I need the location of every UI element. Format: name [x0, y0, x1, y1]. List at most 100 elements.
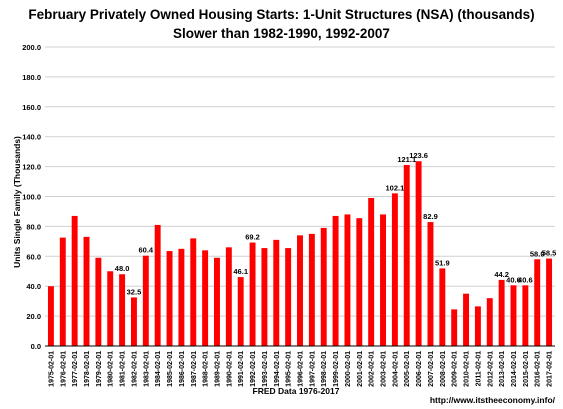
x-tick-label: 1989-02-01 [214, 351, 221, 387]
bar-1989-02-01 [214, 257, 220, 346]
data-label: 58.5 [542, 249, 557, 258]
x-tick-label: 1983-02-01 [143, 351, 150, 387]
bar-2003-02-01 [380, 214, 386, 346]
x-tick-label: 1993-02-01 [262, 351, 269, 387]
data-label: 40.6 [506, 275, 521, 284]
bar-1987-02-01 [190, 238, 197, 346]
data-label: 58.0 [530, 249, 545, 258]
bar-1993-02-01 [261, 248, 268, 346]
x-tick-label: 1991-02-01 [238, 351, 245, 387]
x-tick-label: 2003-02-01 [381, 351, 388, 387]
x-tick-label: 1992-02-01 [250, 351, 257, 387]
data-label: 121.1 [397, 155, 416, 164]
x-tick-label: 1990-02-01 [226, 351, 233, 387]
data-label: 69.2 [245, 233, 260, 242]
x-tick-label: 2007-02-01 [428, 351, 435, 387]
bar-1977-02-01 [71, 215, 78, 346]
bar-2012-02-01 [486, 298, 493, 346]
x-tick-label: 1980-02-01 [108, 351, 115, 387]
bar-1991-02-01 [237, 277, 244, 346]
x-tick-label: 2000-02-01 [345, 351, 352, 387]
bar-1982-02-01 [130, 297, 137, 346]
x-axis-ticks: 1975-02-01 1976-02-01 1977-02-01 1978-02-01… [48, 351, 553, 387]
y-tick-label: 120.0 [22, 163, 41, 172]
bar-2011-02-01 [474, 306, 481, 346]
bar-1986-02-01 [178, 248, 185, 346]
x-tick-label: 2016-02-01 [535, 351, 542, 387]
bar-2006-02-01 [415, 161, 422, 346]
source-url: http://www.itstheeconomy.info/ [430, 395, 556, 405]
data-label: 102.1 [385, 183, 404, 192]
data-label: 82.9 [423, 212, 438, 221]
bar-2014-02-01 [510, 285, 517, 346]
bar-2017-02-01 [546, 258, 553, 346]
data-label: 60.4 [139, 246, 154, 255]
x-tick-label: 2008-02-01 [440, 351, 447, 387]
bar-1979-02-01 [95, 257, 102, 346]
y-tick-label: 20.0 [26, 312, 41, 321]
bar-2000-02-01 [344, 214, 351, 346]
bars [47, 161, 553, 346]
x-tick-label: 2006-02-01 [416, 351, 423, 387]
x-tick-label: 1984-02-01 [155, 351, 162, 387]
x-tick-label: 1977-02-01 [72, 351, 79, 387]
x-tick-label: 1995-02-01 [286, 351, 293, 387]
x-tick-label: 1988-02-01 [203, 351, 210, 387]
bar-1975-02-01 [47, 286, 54, 346]
x-tick-label: 1998-02-01 [321, 351, 328, 387]
x-tick-label: 2015-02-01 [523, 351, 530, 387]
x-tick-label: 1987-02-01 [191, 351, 198, 387]
x-tick-label: 1997-02-01 [309, 351, 316, 387]
x-tick-label: 1999-02-01 [333, 351, 340, 387]
y-axis-ticks: 0.0 20.0 40.0 60.0 80.0 100.0 120.0 140.0 160.0 1… [22, 43, 41, 351]
y-tick-label: 160.0 [22, 103, 41, 112]
y-tick-label: 40.0 [26, 282, 41, 291]
bar-1990-02-01 [225, 247, 232, 346]
bar-1996-02-01 [297, 235, 303, 346]
x-tick-label: 1982-02-01 [131, 351, 138, 387]
bar-1985-02-01 [166, 251, 173, 346]
x-tick-label: 2005-02-01 [404, 351, 411, 387]
bar-1983-02-01 [142, 255, 149, 346]
bar-2016-02-01 [534, 259, 541, 346]
y-tick-label: 80.0 [26, 222, 41, 231]
x-tick-label: 1981-02-01 [120, 351, 127, 387]
grid-lines [45, 46, 555, 317]
x-tick-label: 2012-02-01 [487, 351, 494, 387]
x-tick-label: 2009-02-01 [452, 351, 459, 387]
x-tick-label: 2013-02-01 [499, 351, 506, 387]
data-label: 46.1 [233, 267, 248, 276]
x-tick-label: 1996-02-01 [298, 351, 305, 387]
x-tick-label: 2011-02-01 [475, 351, 482, 387]
chart-subtitle: Slower than 1982-1990, 1992-2007 [173, 26, 390, 41]
bar-1998-02-01 [320, 227, 327, 346]
bar-2007-02-01 [427, 222, 434, 346]
y-tick-label: 100.0 [22, 193, 41, 202]
x-axis-label: FRED Data 1976-2017 [253, 386, 340, 396]
chart-title: February Privately Owned Housing Starts:… [28, 7, 535, 22]
bar-2005-02-01 [403, 164, 410, 346]
x-tick-label: 1978-02-01 [84, 351, 91, 387]
bar-1992-02-01 [249, 242, 256, 346]
x-tick-label: 1985-02-01 [167, 351, 174, 387]
y-tick-label: 0.0 [31, 342, 41, 351]
bar-1984-02-01 [154, 224, 161, 346]
y-tick-label: 180.0 [22, 73, 41, 82]
bar-2015-02-01 [522, 285, 529, 346]
x-tick-label: 2001-02-01 [357, 351, 364, 387]
bar-1980-02-01 [107, 271, 114, 346]
bar-1999-02-01 [332, 215, 339, 346]
data-label: 40.6 [518, 275, 533, 284]
bar-1978-02-01 [83, 236, 90, 346]
bar-2010-02-01 [463, 293, 470, 346]
bar-2002-02-01 [368, 197, 375, 346]
bar-1976-02-01 [59, 237, 66, 346]
x-tick-label: 2010-02-01 [464, 351, 471, 387]
x-tick-label: 1979-02-01 [96, 351, 103, 387]
y-tick-label: 200.0 [22, 43, 41, 52]
bar-2004-02-01 [391, 193, 398, 346]
bar-2001-02-01 [356, 218, 363, 346]
